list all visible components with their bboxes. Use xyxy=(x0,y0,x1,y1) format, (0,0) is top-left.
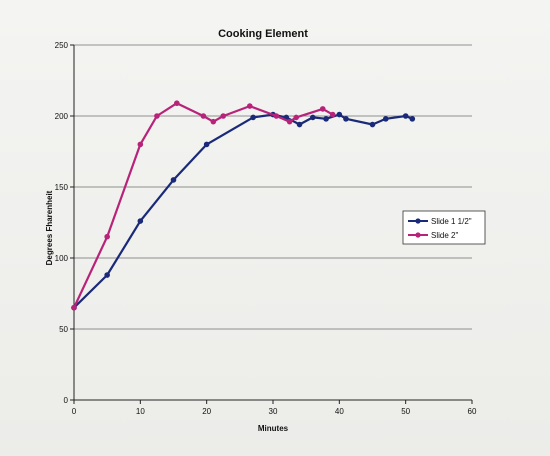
series-1-point xyxy=(343,116,349,122)
series-2-point xyxy=(104,233,110,240)
series-1-point xyxy=(323,116,329,122)
series-1-point xyxy=(409,116,416,122)
series-layer xyxy=(71,100,416,311)
series-1-point xyxy=(382,116,389,122)
series-2-point xyxy=(319,106,326,112)
y-tick-label-100: 100 xyxy=(55,254,69,263)
series-2-point xyxy=(210,118,217,125)
series-1-point xyxy=(402,113,409,119)
series-1-point xyxy=(170,177,177,183)
legend-box xyxy=(402,210,486,245)
series-1-point xyxy=(203,141,210,148)
series-2-point xyxy=(246,103,253,109)
x-tick-label-20: 20 xyxy=(202,407,211,416)
y-tick-label-250: 250 xyxy=(55,41,69,50)
series-2-point xyxy=(220,113,227,119)
x-tick-label-40: 40 xyxy=(335,407,344,416)
series-2-point xyxy=(174,100,180,107)
x-axis-label: Minutes xyxy=(258,424,289,433)
x-tick-label-10: 10 xyxy=(136,407,145,416)
series-2-point xyxy=(286,118,293,125)
y-axis-ticks: 0 50 100 150 200 250 xyxy=(55,41,74,405)
series-2-point xyxy=(71,304,77,311)
series-1-point xyxy=(137,218,144,224)
y-tick-label-50: 50 xyxy=(59,325,68,334)
x-tick-label-60: 60 xyxy=(468,407,477,416)
series-1-point xyxy=(296,121,303,128)
grid-lines xyxy=(74,44,472,330)
legend-label-series-1: Slide 1 1/2" xyxy=(431,217,472,226)
chart-title: Cooking Element xyxy=(218,28,308,40)
series-1-point xyxy=(336,111,343,118)
series-2-point xyxy=(137,141,144,148)
y-axis-label: Degrees Fharenheit xyxy=(45,190,54,265)
y-tick-label-200: 200 xyxy=(55,112,69,121)
series-2-point xyxy=(329,111,336,118)
x-tick-label-0: 0 xyxy=(72,407,77,416)
legend: Slide 1 1/2" Slide 2" xyxy=(402,210,486,245)
series-1-line xyxy=(72,113,414,309)
series-2-line xyxy=(72,102,334,309)
series-1-point xyxy=(310,114,316,121)
series-1-point xyxy=(104,272,110,278)
legend-marker-series-1 xyxy=(415,218,421,224)
legend-label-series-2: Slide 2" xyxy=(431,231,458,240)
series-2-point xyxy=(154,113,160,119)
series-2-point xyxy=(200,113,207,119)
series-1 xyxy=(71,111,416,311)
x-tick-label-50: 50 xyxy=(401,407,410,416)
legend-marker-series-2 xyxy=(415,232,421,238)
series-2-point xyxy=(293,114,300,121)
series-2-point xyxy=(273,113,280,119)
series-2 xyxy=(71,100,336,311)
series-1-point xyxy=(369,121,376,128)
y-tick-label-0: 0 xyxy=(64,396,69,405)
y-tick-label-150: 150 xyxy=(55,183,69,192)
x-tick-label-30: 30 xyxy=(269,407,278,416)
x-axis-ticks: 0 10 20 30 40 50 60 xyxy=(72,400,477,416)
series-1-point xyxy=(250,114,256,121)
